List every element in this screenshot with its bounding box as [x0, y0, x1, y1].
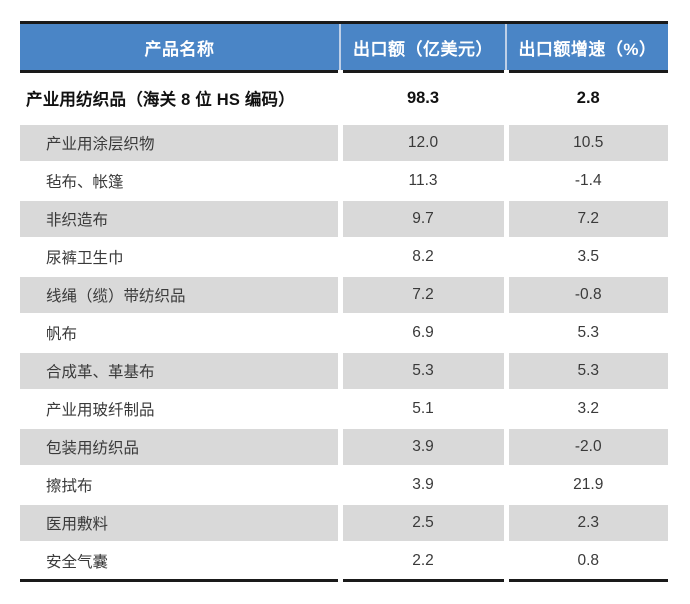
export-value-cell: 8.2 [337, 238, 506, 277]
table-row: 毡布、帐篷 11.3 -1.4 [20, 162, 668, 201]
table-row: 包装用纺织品 3.9 -2.0 [20, 428, 668, 467]
export-growth-cell: -1.4 [503, 162, 668, 201]
summary-product-name: 产业用纺织品（海关 8 位 HS 编码） [20, 71, 340, 125]
export-growth-cell: -0.8 [503, 276, 668, 315]
export-growth-cell: 10.5 [503, 124, 668, 163]
product-name-cell: 擦拭布 [20, 466, 340, 505]
export-value-cell: 6.9 [337, 314, 506, 353]
export-growth-cell: 5.3 [503, 352, 668, 391]
export-value-cell: 2.2 [337, 542, 506, 582]
export-value-cell: 2.5 [337, 504, 506, 543]
product-name-cell: 非织造布 [20, 200, 340, 239]
export-table-container: 产品名称 出口额（亿美元） 出口额增速（%） 产业用纺织品（海关 8 位 HS … [20, 21, 668, 582]
product-name-cell: 帆布 [20, 314, 340, 353]
export-value-cell: 3.9 [337, 466, 506, 505]
product-name-cell: 产业用玻纤制品 [20, 390, 340, 429]
table-row: 尿裤卫生巾 8.2 3.5 [20, 238, 668, 277]
table-row: 擦拭布 3.9 21.9 [20, 466, 668, 505]
product-name-cell: 安全气囊 [20, 542, 340, 582]
table-row: 合成革、革基布 5.3 5.3 [20, 352, 668, 391]
export-value-cell: 3.9 [337, 428, 506, 467]
export-value-cell: 9.7 [337, 200, 506, 239]
table-row: 医用敷料 2.5 2.3 [20, 504, 668, 543]
export-table: 产品名称 出口额（亿美元） 出口额增速（%） 产业用纺织品（海关 8 位 HS … [20, 21, 668, 582]
export-growth-cell: 21.9 [503, 466, 668, 505]
product-name-cell: 医用敷料 [20, 504, 340, 543]
table-row: 产业用涂层织物 12.0 10.5 [20, 124, 668, 163]
product-name-cell: 线绳（缆）带纺织品 [20, 276, 340, 315]
export-growth-cell: 5.3 [503, 314, 668, 353]
table-row: 非织造布 9.7 7.2 [20, 200, 668, 239]
export-value-cell: 11.3 [337, 162, 506, 201]
summary-export-value: 98.3 [337, 71, 506, 125]
export-value-cell: 5.3 [337, 352, 506, 391]
table-header-row: 产品名称 出口额（亿美元） 出口额增速（%） [20, 22, 668, 73]
column-header-export-growth: 出口额增速（%） [505, 22, 668, 73]
export-growth-cell: 3.5 [503, 238, 668, 277]
export-growth-cell: -2.0 [503, 428, 668, 467]
product-name-cell: 产业用涂层织物 [20, 124, 340, 163]
product-name-cell: 尿裤卫生巾 [20, 238, 340, 277]
product-name-cell: 包装用纺织品 [20, 428, 340, 467]
export-growth-cell: 2.3 [503, 504, 668, 543]
export-growth-cell: 3.2 [503, 390, 668, 429]
export-value-cell: 5.1 [337, 390, 506, 429]
product-name-cell: 合成革、革基布 [20, 352, 340, 391]
table-row: 安全气囊 2.2 0.8 [20, 542, 668, 582]
export-growth-cell: 0.8 [503, 542, 668, 582]
product-name-cell: 毡布、帐篷 [20, 162, 340, 201]
export-value-cell: 7.2 [337, 276, 506, 315]
table-row: 产业用玻纤制品 5.1 3.2 [20, 390, 668, 429]
table-row: 帆布 6.9 5.3 [20, 314, 668, 353]
export-value-cell: 12.0 [337, 124, 506, 163]
export-growth-cell: 7.2 [503, 200, 668, 239]
table-summary-row: 产业用纺织品（海关 8 位 HS 编码） 98.3 2.8 [20, 71, 668, 125]
table-row: 线绳（缆）带纺织品 7.2 -0.8 [20, 276, 668, 315]
column-header-product-name: 产品名称 [20, 22, 340, 73]
summary-export-growth: 2.8 [503, 71, 668, 125]
column-header-export-value: 出口额（亿美元） [339, 22, 506, 73]
